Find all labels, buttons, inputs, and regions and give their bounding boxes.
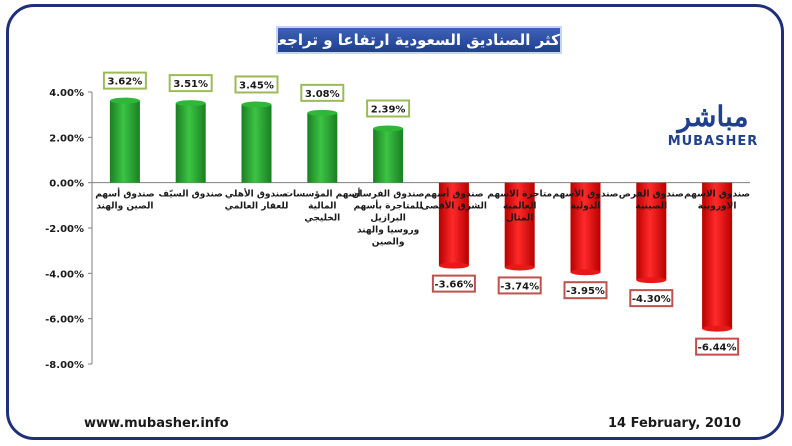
bar — [570, 182, 601, 273]
bar — [373, 128, 404, 183]
category-label: متاجرة الاسهم العالمية المثال — [487, 190, 552, 224]
y-tick-label: 4.00% — [49, 88, 84, 99]
bar-cap — [241, 101, 272, 108]
bar-cap — [636, 277, 667, 284]
data-label-box — [102, 71, 147, 90]
data-label: -3.66% — [434, 280, 473, 291]
bar — [702, 182, 733, 329]
chart-title: اكثر الصناديق السعودية ارتفاعا و تراجعا — [276, 26, 562, 54]
data-label-box — [234, 75, 279, 94]
category-label: أسهم المؤسسات المالية الخليجي — [284, 188, 361, 224]
footer-date: 14 February, 2010 — [608, 416, 742, 431]
data-label: 3.62% — [108, 77, 143, 88]
y-tick-label: -6.00% — [45, 315, 84, 326]
y-tick-label: 0.00% — [49, 179, 84, 190]
data-label-box — [300, 83, 345, 102]
footer-url: www.mubasher.info — [84, 416, 229, 431]
category-label: صندوق الفرص الصينية — [619, 190, 684, 212]
logo-arabic-text: مباشر — [677, 100, 749, 133]
y-tick-label: 2.00% — [49, 133, 84, 144]
data-label-box — [563, 281, 608, 300]
bar-cap — [570, 269, 601, 276]
mubasher-logo: مباشر MUBASHER — [664, 100, 762, 162]
bar-cap — [702, 325, 733, 332]
data-label-box — [431, 274, 476, 293]
bar — [504, 182, 535, 268]
data-label: -6.44% — [698, 343, 737, 354]
category-label: صندوق السيّف — [159, 190, 223, 200]
bar-cap — [307, 109, 338, 116]
data-label-box — [497, 276, 542, 295]
data-label: -3.95% — [566, 286, 605, 297]
category-label: صندوق الأهلي للعقار العالمي — [225, 188, 289, 212]
bar — [636, 182, 667, 281]
data-label: 2.39% — [371, 104, 406, 115]
y-tick-label: -8.00% — [45, 360, 84, 371]
data-label: -4.30% — [632, 294, 671, 305]
data-label: 3.51% — [173, 79, 208, 90]
bar — [438, 182, 469, 266]
bar — [175, 103, 206, 183]
y-tick-label: -2.00% — [45, 224, 84, 235]
bar-cap — [373, 125, 404, 132]
y-tick-label: -4.00% — [45, 269, 84, 280]
data-label: -3.74% — [500, 281, 539, 292]
bar — [307, 112, 338, 183]
logo-latin-text: MUBASHER — [667, 134, 759, 149]
bar-cap — [109, 97, 140, 104]
data-label: 3.08% — [305, 89, 340, 100]
category-label: صندوق الفرسان للمتاجرة بأسهم البرازيل وروسي… — [352, 190, 425, 248]
data-label: 3.45% — [239, 80, 274, 91]
data-label-box — [629, 289, 674, 308]
bar — [109, 100, 140, 183]
data-label-box — [168, 74, 213, 93]
bar-cap — [175, 100, 206, 107]
bar-cap — [504, 264, 535, 271]
data-label-box — [695, 337, 740, 356]
category-label: صندوق الأسهم الدولية — [553, 188, 619, 212]
data-label-box — [366, 99, 411, 118]
category-label: صندوق أسهم الصين والهند — [95, 188, 154, 212]
bar — [241, 104, 272, 183]
category-label: صندوق أسهم الشرق الأقصى — [421, 188, 487, 212]
category-label: صندوق الاسهم الاوروبية — [684, 190, 750, 212]
bar-cap — [438, 262, 469, 269]
